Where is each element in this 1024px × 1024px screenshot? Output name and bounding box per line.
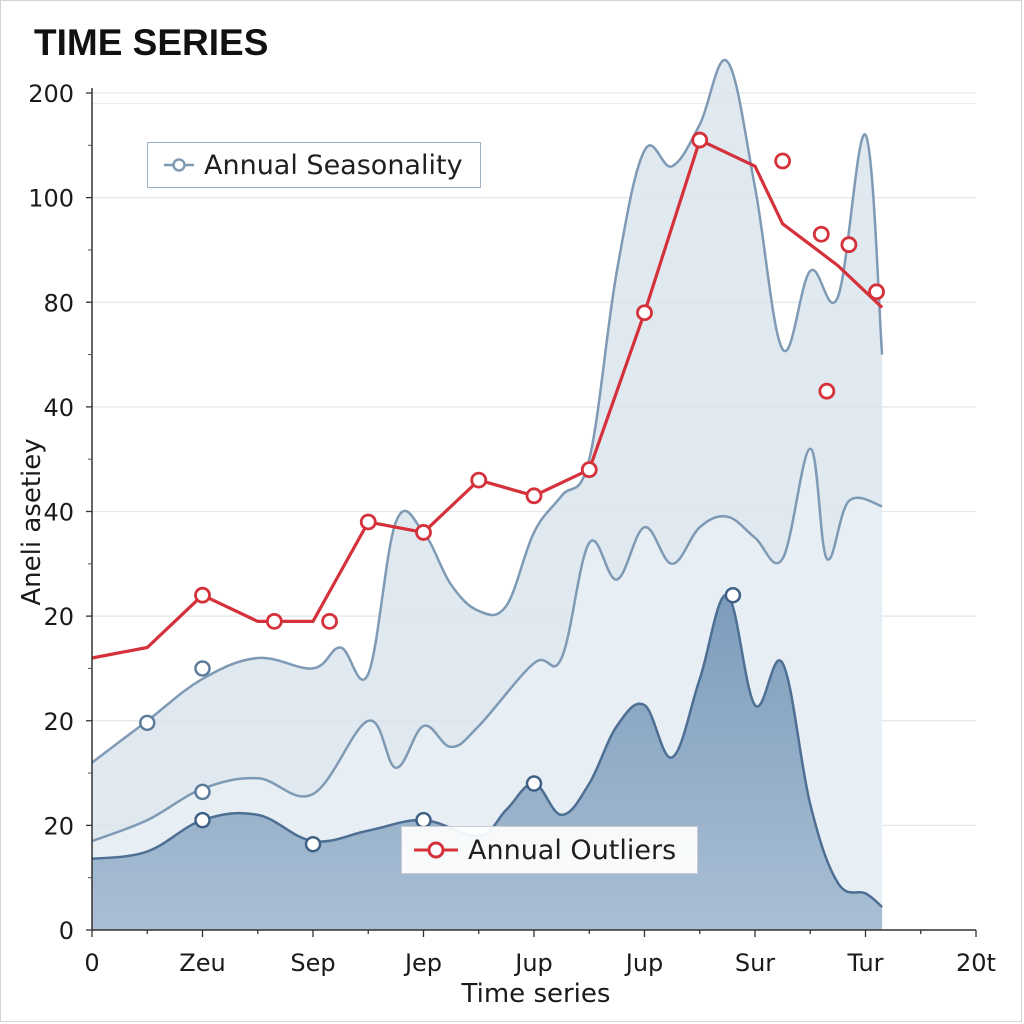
outlier-point-14 [818,382,836,400]
outlier-point-10 [774,152,792,170]
legend-outliers-label: Annual Outliers [468,834,677,866]
y-tick-label-3: 20 [43,603,74,631]
y-tick-label-5: 40 [43,394,74,422]
outlier-point-13 [868,283,885,301]
legend-seasonality: Annual Seasonality [147,142,481,188]
legend-outliers-marker-icon [414,841,458,859]
legend-seasonality-label: Annual Seasonality [204,149,463,181]
y-axis-label: Aneli asetiey [17,438,47,605]
x-tick-label-4: Jup [513,949,553,977]
x-tick-label-2: Sep [290,949,335,977]
y-tick-label-8: 200 [28,80,74,108]
y-tick-label-7: 100 [28,185,74,213]
seasonality-upper-line [91,58,884,764]
lower-band-point-0 [194,783,211,801]
y-tick-label-2: 20 [43,708,74,736]
x-tick-label-0: 0 [84,949,99,977]
area-point-0 [194,811,211,829]
outlier-point-5 [470,471,488,489]
x-tick-label-7: Tur [846,949,883,977]
outlier-point-3 [359,513,377,531]
series-markers [139,131,885,853]
outlier-point-2 [321,612,338,630]
outlier-point-4 [415,524,432,541]
outlier-point-6 [525,487,543,505]
x-tick-label-1: Zeu [179,949,225,977]
seasonality-lower-line [91,447,883,843]
x-tick-label-5: Jup [624,949,664,977]
x-axis-label: Time series [461,979,611,1009]
seasonality-point-1 [194,660,211,677]
area-point-3 [525,775,543,792]
y-tick-label-0: 0 [59,917,74,945]
x-tick-label-3: Jep [403,949,442,977]
y-tick-label-1: 20 [43,812,74,840]
y-tick-label-6: 80 [43,289,74,317]
area-point-4 [724,586,742,604]
outlier-point-1 [265,612,283,630]
outlier-point-11 [812,225,830,243]
outlier-point-7 [580,461,598,479]
x-tick-label-8: 20t [956,949,996,977]
chart-title: TIME SERIES [34,22,269,63]
outlier-point-12 [840,236,858,254]
area-point-1 [304,835,322,853]
axes [86,88,977,937]
tick-labels: 0 20 20 20 40 40 80 100 200 0 Zeu Sep Jep Jup Jup Sur Tu… [28,80,996,977]
outlier-point-8 [636,304,653,322]
x-tick-label-6: Sur [735,949,775,977]
legend-seasonality-marker-icon [164,158,194,172]
outlier-point-9 [691,131,709,149]
outlier-point-0 [194,586,211,604]
outliers-line [91,138,884,660]
legend-outliers: Annual Outliers [401,826,698,874]
seasonality-point-0 [139,714,156,732]
y-tick-label-4: 40 [43,499,74,527]
